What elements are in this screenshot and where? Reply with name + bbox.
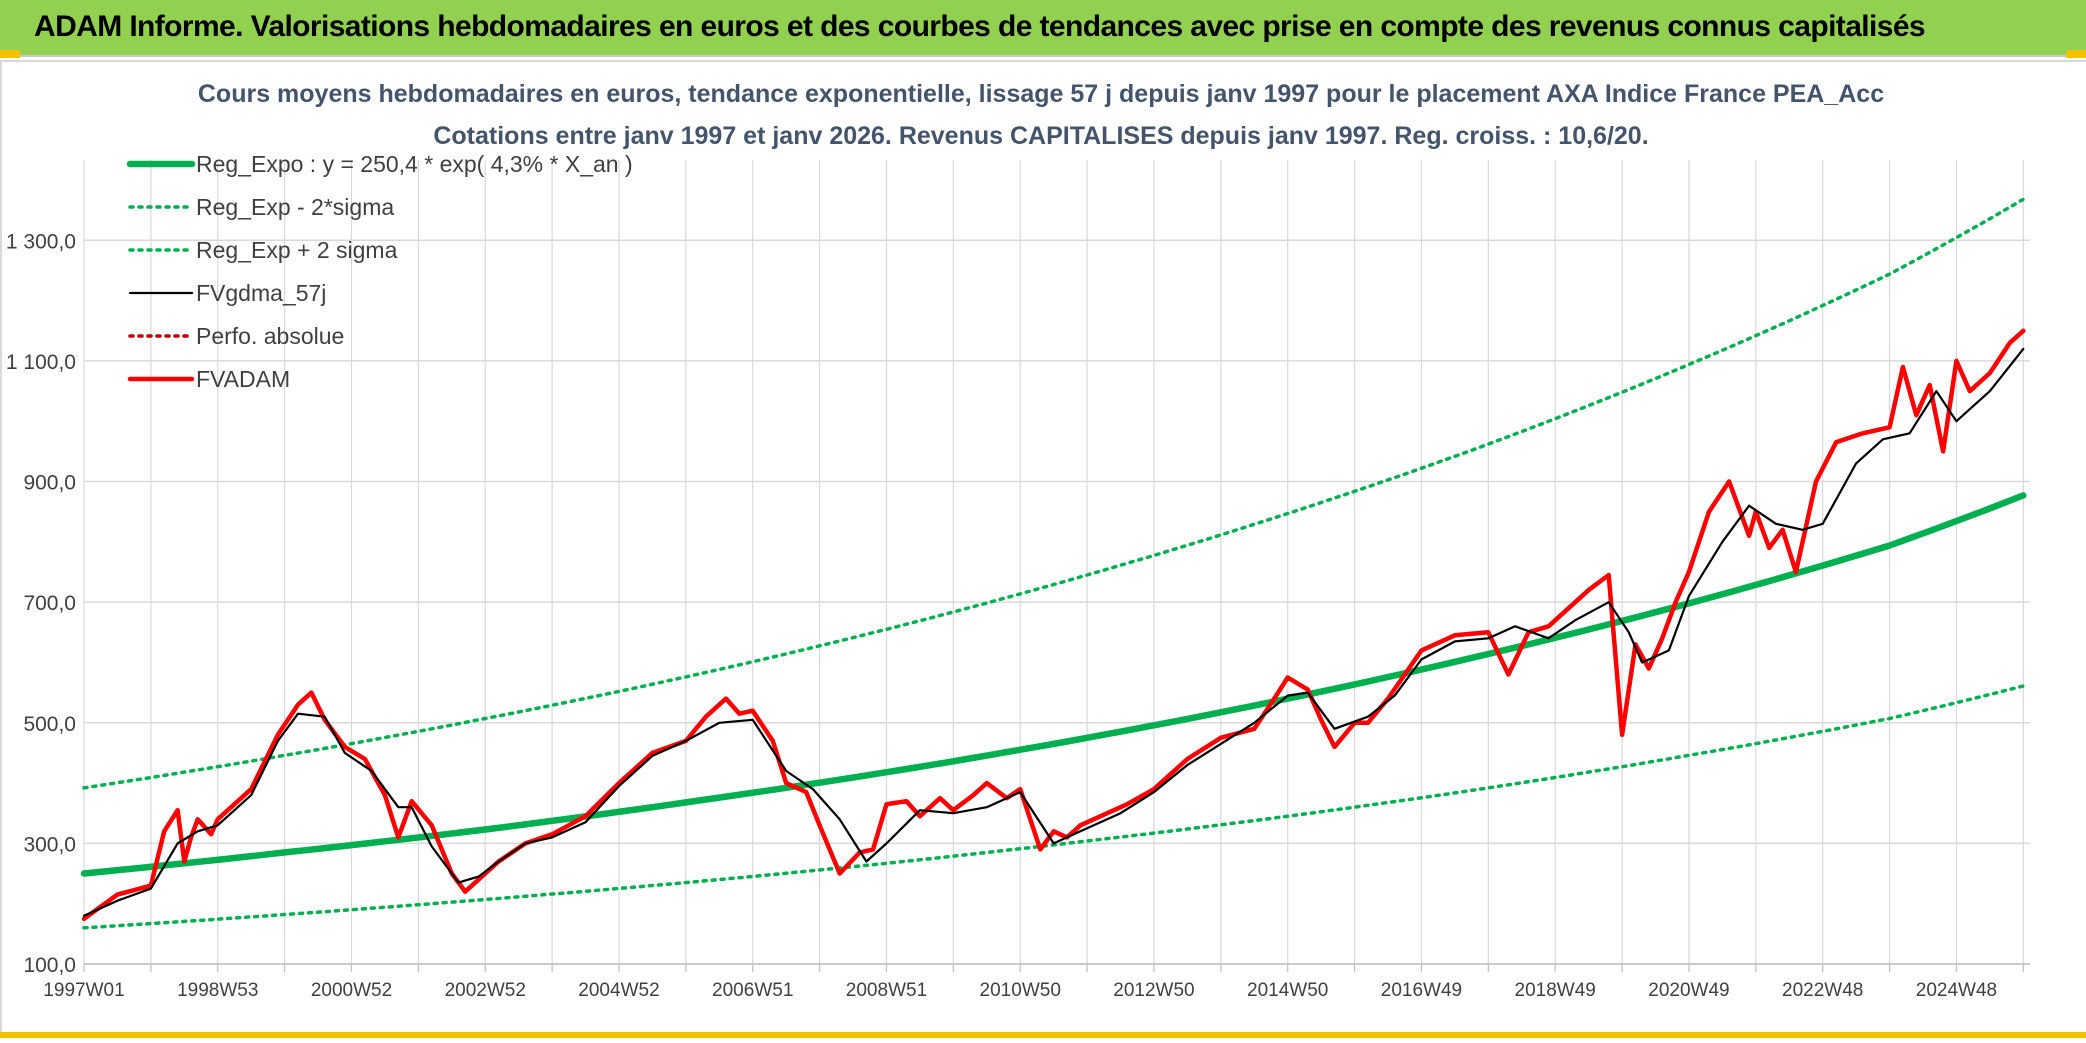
- legend-label: Perfo. absolue: [196, 323, 344, 349]
- y-tick-label: 300,0: [23, 833, 76, 856]
- y-tick-label: 1 100,0: [6, 351, 76, 374]
- report-banner: ADAM Informe. Valorisations hebdomadaire…: [0, 0, 2086, 57]
- series-line-3: [82, 347, 2025, 917]
- series-line-0: [80, 492, 2027, 877]
- chart-subtitle: Cotations entre janv 1997 et janv 2026. …: [433, 122, 1648, 150]
- chart-area: Cours moyens hebdomadaires en euros, ten…: [0, 60, 2086, 1038]
- plot-series: [80, 197, 2027, 930]
- x-tick-label: 2022W48: [1782, 980, 1863, 1001]
- x-tick-label: 1998W53: [177, 980, 258, 1001]
- banner-corner-right: [2066, 50, 2086, 58]
- x-tick-label: 2006W51: [712, 980, 793, 1001]
- series-line-5: [81, 328, 2026, 922]
- chart-svg: Cours moyens hebdomadaires en euros, ten…: [6, 80, 2030, 1001]
- x-tick-label: 2004W52: [578, 980, 659, 1001]
- legend: Reg_Expo : y = 250,4 * exp( 4,3% * X_an …: [126, 151, 633, 392]
- x-tick-label: 2002W52: [445, 980, 526, 1001]
- legend-label: Reg_Exp - 2*sigma: [196, 194, 394, 220]
- x-tick-label: 2016W49: [1381, 980, 1462, 1001]
- y-tick-label: 900,0: [23, 472, 76, 495]
- legend-label: Reg_Expo : y = 250,4 * exp( 4,3% * X_an …: [196, 151, 633, 177]
- x-axis: 1997W01 1998W53 2000W52 2002W52 2004W52 2006W…: [43, 963, 2030, 1001]
- banner-corner-left: [0, 50, 20, 58]
- y-tick-label: 1 300,0: [6, 230, 76, 253]
- y-axis: 100,0 300,0 500,0 700,0 900,0 1 100,0 1 300,0: [6, 230, 76, 977]
- x-tick-label: 2024W48: [1916, 980, 1997, 1001]
- legend-label: Reg_Exp + 2 sigma: [196, 237, 398, 263]
- bottom-accent-line: [0, 1032, 2086, 1038]
- y-tick-label: 100,0: [23, 954, 76, 977]
- x-tick-label: 2008W51: [846, 980, 927, 1001]
- x-tick-label: 2014W50: [1247, 980, 1328, 1001]
- chart-title: Cours moyens hebdomadaires en euros, ten…: [198, 80, 1884, 108]
- series-line-2: [82, 197, 2026, 790]
- report-title: ADAM Informe. Valorisations hebdomadaire…: [34, 10, 1926, 43]
- legend-label: FVgdma_57j: [196, 280, 326, 306]
- x-tick-label: 2010W50: [980, 980, 1061, 1001]
- x-tick-label: 2012W50: [1113, 980, 1194, 1001]
- x-tick-label: 1997W01: [43, 980, 124, 1001]
- y-tick-label: 500,0: [23, 713, 76, 736]
- series-line-1: [82, 684, 2026, 930]
- y-tick-label: 700,0: [23, 592, 76, 615]
- legend-label: FVADAM: [196, 366, 290, 392]
- x-tick-label: 2018W49: [1515, 980, 1596, 1001]
- x-tick-label: 2000W52: [311, 980, 392, 1001]
- x-tick-label: 2020W49: [1648, 980, 1729, 1001]
